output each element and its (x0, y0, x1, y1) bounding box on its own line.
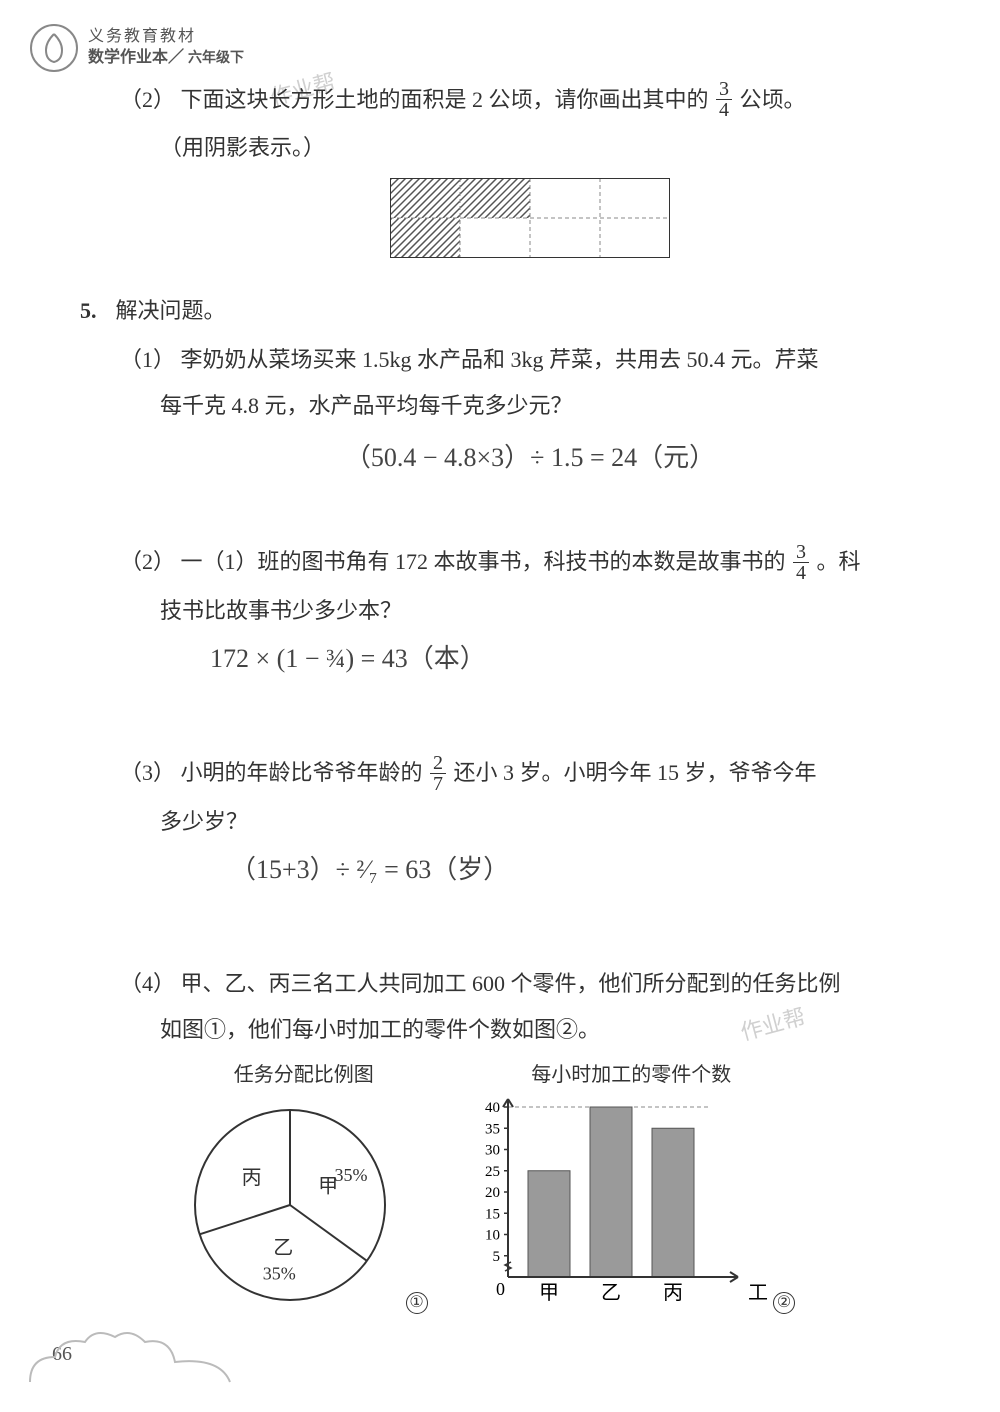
bar-chart: 每小时加工的零件个数 5 10 15 20 25 30 35 40 甲 乙 丙 0 工人 ② (468, 1057, 796, 1320)
problem-2-note: （用阴影表示。） (120, 128, 940, 168)
svg-text:20: 20 (485, 1185, 500, 1201)
header-line2: 数学作业本／六年级下 (88, 48, 248, 69)
page-content: （2） 下面这块长方形土地的面积是 2 公顷，请你画出其中的 34 公顷。 （用… (80, 80, 940, 1340)
svg-text:乙: 乙 (601, 1282, 621, 1304)
rectangle-diagram (390, 178, 670, 271)
svg-text:35: 35 (485, 1121, 500, 1137)
cloud-decoration-icon (20, 1322, 240, 1392)
svg-text:甲: 甲 (539, 1282, 559, 1304)
svg-text:10: 10 (485, 1228, 500, 1244)
figure-number: ② (773, 1292, 795, 1314)
svg-text:35%: 35% (263, 1264, 296, 1284)
problem-2: （2） 下面这块长方形土地的面积是 2 公顷，请你画出其中的 34 公顷。 （用… (80, 80, 940, 271)
fraction: 27 (430, 753, 446, 794)
svg-text:丙: 丙 (242, 1167, 262, 1189)
svg-text:丙: 丙 (663, 1282, 683, 1304)
header-line1: 义务教育教材 (88, 27, 248, 48)
problem-2-text: （2） 下面这块长方形土地的面积是 2 公顷，请你画出其中的 34 公顷。 (120, 80, 940, 122)
svg-text:工人: 工人 (748, 1281, 768, 1304)
grade-badge: 六年级下 (184, 50, 248, 68)
book-header: 义务教育教材 数学作业本／六年级下 (30, 24, 248, 72)
svg-text:25: 25 (485, 1164, 500, 1180)
problem-5: 5. 解决问题。 （1） 李奶奶从菜场买来 1.5kg 水产品和 3kg 芹菜，… (80, 291, 940, 1320)
bar-title: 每小时加工的零件个数 (468, 1057, 796, 1093)
problem-5-1: （1） 李奶奶从菜场买来 1.5kg 水产品和 3kg 芹菜，共用去 50.4 … (80, 340, 940, 482)
problem-5-4: （4） 甲、乙、丙三名工人共同加工 600 个零件，他们所分配到的任务比例 如图… (80, 964, 940, 1320)
header-title: 义务教育教材 数学作业本／六年级下 (88, 27, 248, 69)
svg-text:5: 5 (492, 1249, 500, 1265)
svg-text:0: 0 (496, 1279, 505, 1299)
problem-5-title: 5. 解决问题。 (80, 291, 940, 331)
problem-5-3: （3） 小明的年龄比爷爷年龄的 27 还小 3 岁。小明今年 15 岁，爷爷今年… (80, 753, 940, 894)
svg-text:40: 40 (485, 1100, 500, 1116)
figure-number: ① (406, 1292, 428, 1314)
handwritten-work: 172 × (1 − ¾) = 43（本） (120, 636, 940, 683)
fraction: 34 (793, 542, 809, 583)
svg-text:35%: 35% (334, 1165, 367, 1185)
pie-chart: 任务分配比例图 甲35%乙35%丙 ① (180, 1057, 428, 1320)
fraction: 34 (716, 79, 732, 120)
problem-5-2: （2） 一（1）班的图书角有 172 本故事书，科技书的本数是故事书的 34 。… (80, 542, 940, 683)
svg-text:15: 15 (485, 1206, 500, 1222)
handwritten-work: （15+3）÷ ²⁄₇ = 63（岁） (120, 847, 940, 894)
handwritten-work: （50.4 − 4.8×3）÷ 1.5 = 24（元） (120, 435, 940, 482)
charts-row: 任务分配比例图 甲 35% 乙 35% 丙 ① 每小时加工的零件个数 5 10 15 20 25… (120, 1057, 940, 1320)
svg-text:乙: 乙 (273, 1237, 293, 1259)
svg-text:30: 30 (485, 1143, 500, 1159)
publisher-logo-icon (30, 24, 78, 72)
pie-title: 任务分配比例图 (180, 1057, 428, 1093)
